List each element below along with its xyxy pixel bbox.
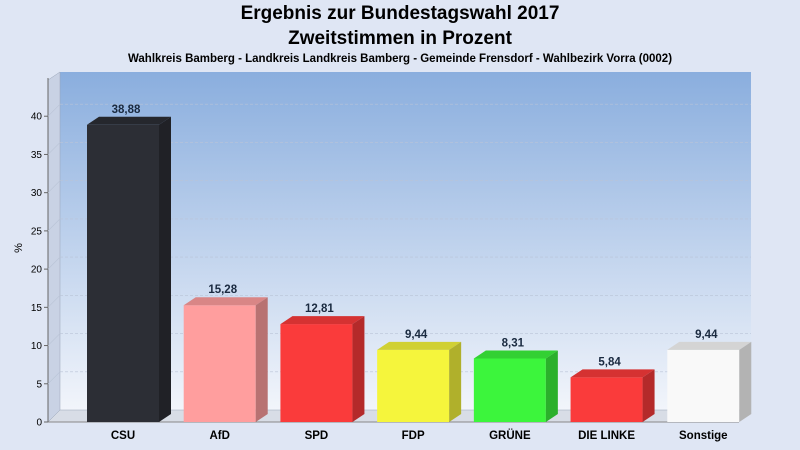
bar-top (570, 369, 655, 378)
bar (87, 116, 171, 422)
bar-top (280, 316, 365, 325)
gridline-side (47, 180, 61, 193)
y-tick-label: 30 (31, 188, 43, 199)
bar-side (739, 341, 752, 422)
bar-side (545, 350, 558, 422)
bar-side (642, 369, 655, 422)
x-tick-label: GRÜNE (489, 429, 531, 442)
bar (183, 297, 268, 422)
y-tick-label: 40 (31, 112, 43, 123)
bar-side (255, 297, 268, 422)
bar-top (183, 297, 268, 306)
bar-top (87, 116, 171, 125)
chart-district-label: Wahlkreis Bamberg - Landkreis Landkreis … (127, 53, 673, 65)
x-tick-label: AfD (209, 430, 229, 442)
data-label: 38,88 (112, 104, 141, 116)
y-tick-label: 15 (31, 303, 43, 314)
data-label: 5,84 (598, 356, 621, 368)
y-tick-label: 25 (31, 226, 43, 237)
x-tick-label: CSU (111, 430, 135, 442)
plot-side-wall (47, 71, 61, 423)
bar-top (473, 350, 558, 359)
y-tick-label: 20 (31, 265, 43, 276)
data-label: 8,31 (502, 337, 525, 349)
gridline-side (47, 333, 61, 346)
bar-front (280, 324, 353, 422)
bar-front (570, 377, 643, 422)
chart-subtitle: Zweitstimmen in Prozent (288, 28, 512, 49)
bar (570, 369, 655, 422)
bar-top (377, 341, 462, 350)
data-label: 9,44 (405, 329, 428, 341)
bar-side (159, 116, 171, 422)
x-tick-label: Sonstige (679, 430, 728, 442)
bar (473, 350, 558, 422)
labels: 0 5 10 15 20 25 30 35 40 38,88 CSU 15,28 AfD 12,81 SPD… (31, 104, 728, 442)
data-label: 15,28 (208, 284, 237, 296)
chart-title: Ergebnis zur Bundestagswahl 2017 (240, 3, 560, 24)
x-tick-label: DIE LINKE (578, 430, 635, 442)
bars (87, 116, 752, 422)
x-tick-label: FDP (402, 430, 425, 442)
gridline-side (47, 218, 61, 232)
bar-front (667, 349, 740, 422)
gridline-side (47, 295, 61, 308)
bar-front (473, 358, 546, 422)
bar-front (183, 305, 256, 422)
y-axis-label: % (13, 243, 25, 253)
data-label: 9,44 (695, 329, 718, 341)
y-tick-label: 0 (36, 418, 42, 429)
x-tick-label: SPD (305, 430, 329, 442)
y-tick-label: 35 (31, 150, 43, 161)
bar (667, 341, 752, 422)
gridline-side (47, 256, 61, 270)
gridline-side (47, 104, 61, 117)
gridline-side (47, 371, 61, 384)
bar-side (449, 341, 462, 422)
bar-top (667, 341, 752, 350)
bar (377, 341, 462, 422)
y-tick-label: 10 (31, 341, 43, 352)
y-tick-label: 5 (36, 379, 42, 390)
bar-front (87, 124, 159, 422)
bar (280, 316, 365, 422)
bar-side (352, 316, 365, 422)
gridline-side (47, 142, 61, 155)
data-label: 12,81 (305, 303, 334, 315)
bar-front (377, 349, 450, 422)
gridlines (44, 103, 751, 423)
